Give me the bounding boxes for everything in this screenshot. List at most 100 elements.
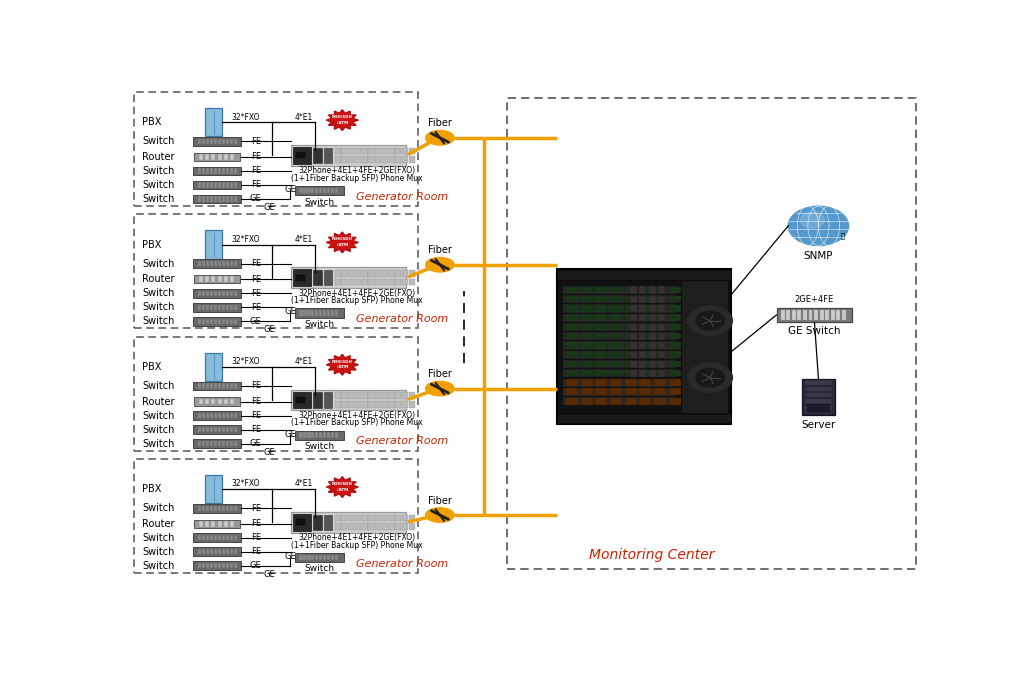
Bar	[218, 168, 221, 174]
Text: Router: Router	[142, 274, 175, 284]
Text: GE: GE	[263, 203, 275, 212]
Text: FE: FE	[251, 137, 261, 146]
Text: 🖱: 🖱	[841, 232, 845, 239]
Bar	[194, 397, 240, 406]
Bar	[221, 182, 225, 188]
Bar	[581, 361, 593, 364]
Bar	[341, 147, 347, 154]
Bar	[202, 305, 205, 310]
Bar	[335, 514, 341, 521]
Bar	[658, 314, 666, 322]
Bar	[214, 413, 217, 418]
Bar	[595, 324, 607, 327]
Bar	[375, 147, 381, 154]
Bar	[825, 310, 829, 320]
Bar	[225, 384, 228, 388]
Bar	[630, 361, 637, 367]
Bar	[198, 305, 201, 310]
Text: FE: FE	[251, 520, 261, 528]
Bar	[566, 317, 578, 321]
Bar	[198, 413, 201, 418]
Bar	[402, 514, 409, 521]
Bar	[221, 549, 225, 555]
Bar	[409, 524, 415, 530]
Bar	[566, 372, 578, 376]
Bar	[198, 197, 201, 201]
Bar	[206, 427, 209, 432]
Bar	[233, 441, 237, 446]
Bar	[206, 182, 209, 188]
Text: 4*E1: 4*E1	[295, 235, 313, 244]
Bar	[648, 305, 655, 312]
Bar	[194, 303, 241, 312]
Bar	[225, 505, 228, 511]
Bar	[214, 168, 217, 174]
Bar	[595, 314, 607, 318]
Bar	[214, 549, 217, 555]
Bar	[194, 289, 241, 297]
Bar	[566, 287, 578, 290]
Bar	[229, 535, 232, 540]
Bar	[194, 180, 241, 189]
Bar	[566, 398, 578, 404]
Bar	[639, 354, 651, 358]
Bar	[233, 413, 237, 418]
Bar	[221, 305, 225, 310]
Text: GE: GE	[250, 561, 262, 570]
Bar	[218, 427, 221, 432]
Bar	[669, 314, 681, 318]
Bar	[206, 139, 209, 144]
Bar	[299, 555, 303, 561]
Bar	[639, 308, 651, 312]
Bar	[324, 188, 327, 193]
Bar	[206, 197, 209, 201]
Bar	[194, 425, 241, 434]
Bar	[639, 296, 651, 299]
Bar	[595, 317, 607, 321]
Bar	[221, 427, 225, 432]
Bar	[230, 277, 234, 282]
Bar	[669, 324, 681, 327]
Bar	[335, 310, 338, 316]
Bar	[639, 351, 651, 355]
Bar	[218, 413, 221, 418]
Bar	[224, 398, 228, 404]
Bar	[639, 361, 646, 367]
Text: FE: FE	[251, 425, 261, 434]
Bar	[361, 156, 368, 163]
Bar	[409, 392, 415, 399]
Bar	[581, 345, 593, 349]
Bar	[669, 370, 681, 374]
Bar	[210, 261, 213, 267]
Bar	[669, 296, 681, 299]
Bar	[557, 270, 731, 280]
Bar	[206, 291, 209, 296]
Bar	[658, 295, 666, 303]
Bar	[335, 524, 341, 530]
Text: PBX: PBX	[142, 117, 162, 127]
Bar	[311, 433, 314, 438]
Bar	[658, 369, 666, 377]
Bar	[639, 335, 651, 339]
Bar	[581, 298, 593, 302]
Bar	[221, 291, 225, 296]
Bar	[563, 286, 677, 294]
Bar	[566, 296, 578, 299]
Bar	[225, 261, 228, 267]
Bar	[355, 524, 360, 530]
Text: Switch: Switch	[142, 194, 175, 204]
Bar	[610, 354, 622, 358]
Text: PBX: PBX	[142, 362, 162, 371]
Bar	[625, 296, 637, 299]
Bar	[625, 335, 637, 339]
Bar	[625, 345, 637, 349]
Bar	[639, 314, 651, 318]
Bar	[595, 305, 607, 309]
Text: 32Phone+4E1+4FE+2GE(FXO): 32Phone+4E1+4FE+2GE(FXO)	[298, 411, 415, 420]
Bar	[355, 270, 360, 277]
Bar	[210, 197, 213, 201]
Text: Generator Room: Generator Room	[356, 192, 449, 202]
Bar	[205, 230, 222, 258]
Bar	[233, 535, 237, 540]
Bar	[654, 361, 666, 364]
